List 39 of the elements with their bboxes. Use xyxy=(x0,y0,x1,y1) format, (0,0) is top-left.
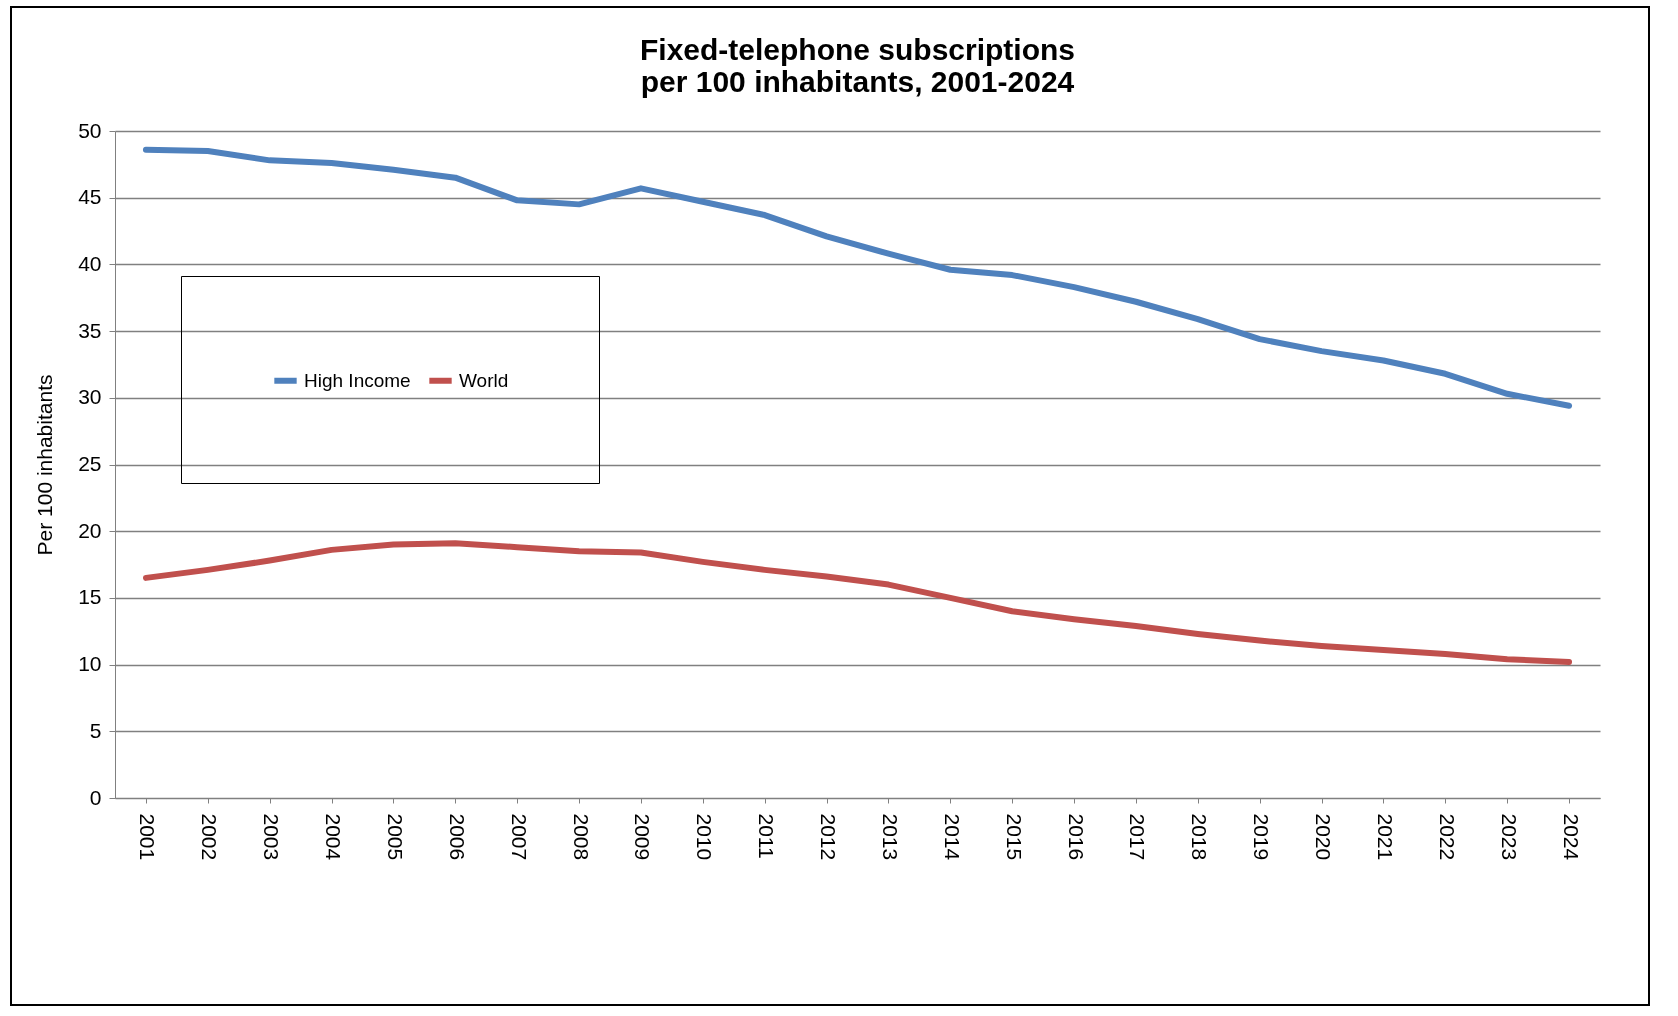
x-tick-label: 2023 xyxy=(1497,813,1521,861)
y-tick-label: 20 xyxy=(78,518,102,542)
x-tick-label: 2016 xyxy=(1064,813,1088,861)
x-tick-label: 2019 xyxy=(1250,813,1274,861)
y-tick-label: 0 xyxy=(89,785,102,809)
x-tick-label: 2002 xyxy=(198,813,222,861)
x-tick-label: 2012 xyxy=(817,813,841,861)
x-tick-label: 2004 xyxy=(322,813,346,861)
x-tick-label: 2006 xyxy=(445,813,469,861)
y-tick-label: 30 xyxy=(78,385,102,409)
legend-label: High Income xyxy=(304,369,411,391)
y-tick-label: 50 xyxy=(78,118,102,142)
x-tick-label: 2020 xyxy=(1312,813,1336,861)
x-tick-label: 2024 xyxy=(1559,813,1583,861)
x-tick-label: 2008 xyxy=(569,813,593,861)
y-tick-label: 10 xyxy=(78,652,102,676)
y-tick-label: 25 xyxy=(78,452,102,475)
y-tick-label: 35 xyxy=(78,318,102,342)
x-tick-label: 2005 xyxy=(383,813,407,861)
y-tick-label: 40 xyxy=(78,251,102,275)
y-tick-label: 15 xyxy=(78,585,102,609)
y-tick-label: 5 xyxy=(89,718,102,742)
x-tick-label: 2022 xyxy=(1435,813,1459,861)
x-tick-label: 2009 xyxy=(631,813,655,861)
chart-title: Fixed-telephone subscriptions per 100 inhabitants, 2001-2024 xyxy=(639,33,1076,98)
x-tick-label: 2001 xyxy=(136,813,160,861)
x-tick-label: 2014 xyxy=(940,813,964,861)
y-tick-label: 45 xyxy=(78,185,102,209)
x-tick-label: 2011 xyxy=(755,813,779,859)
x-tick-label: 2007 xyxy=(507,813,531,861)
y-axis-title: Per 100 inhabitants xyxy=(33,374,57,556)
x-tick-label: 2017 xyxy=(1126,813,1150,861)
x-tick-label: 2003 xyxy=(260,813,284,861)
x-tick-label: 2010 xyxy=(693,813,717,861)
legend-label: World xyxy=(459,369,509,391)
x-tick-label: 2021 xyxy=(1373,813,1397,861)
x-tick-label: 2018 xyxy=(1188,813,1212,861)
x-tick-label: 2013 xyxy=(878,813,902,861)
x-tick-label: 2015 xyxy=(1002,813,1026,861)
